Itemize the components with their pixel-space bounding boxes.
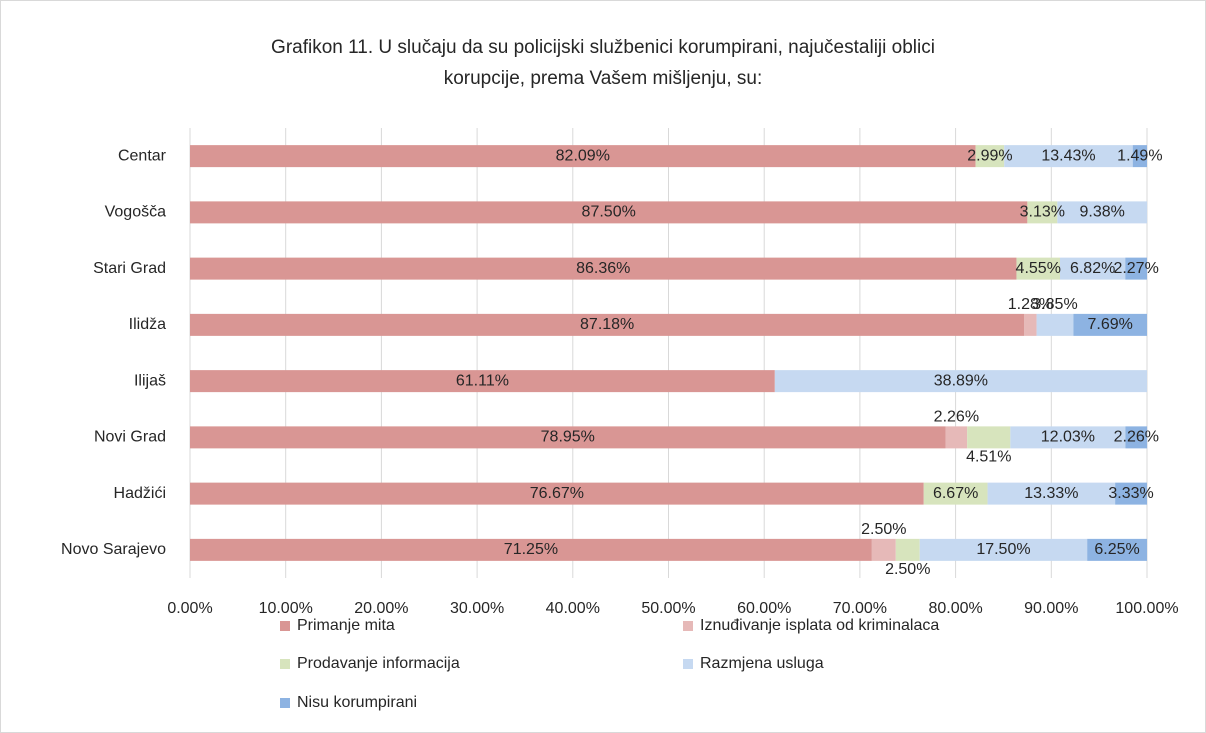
data-label: 4.51% xyxy=(966,449,1011,466)
data-label: 3.33% xyxy=(1108,485,1153,502)
legend-swatch xyxy=(683,659,693,669)
data-label: 2.26% xyxy=(1114,429,1159,446)
x-tick-label: 50.00% xyxy=(641,600,695,617)
bar-segment xyxy=(923,482,988,505)
bar-segment xyxy=(1004,145,1133,168)
data-label: 76.67% xyxy=(530,485,584,502)
bar-segment xyxy=(190,201,1028,224)
y-tick-label: Stari Grad xyxy=(93,260,166,277)
y-tick-label: Novi Grad xyxy=(94,429,166,446)
data-label: 2.50% xyxy=(861,521,906,538)
bar-segment xyxy=(1125,257,1147,280)
data-label: 61.11% xyxy=(456,372,509,389)
data-label: 86.36% xyxy=(576,260,630,277)
bar-segment xyxy=(190,145,976,168)
x-tick-label: 90.00% xyxy=(1024,600,1078,617)
data-label: 6.82% xyxy=(1070,260,1115,277)
legend-swatch xyxy=(280,659,290,669)
data-label: 78.95% xyxy=(541,429,595,446)
data-label: 12.03% xyxy=(1041,429,1095,446)
bar-segment xyxy=(190,257,1017,280)
data-label: 9.38% xyxy=(1080,204,1125,221)
bar-segment xyxy=(1024,313,1037,336)
y-tick-label: Ilijaš xyxy=(134,372,166,389)
bar-segment xyxy=(1132,145,1147,168)
data-label: 6.25% xyxy=(1094,541,1139,558)
x-tick-label: 70.00% xyxy=(833,600,887,617)
data-label: 6.67% xyxy=(933,485,978,502)
data-label: 87.18% xyxy=(580,316,634,333)
bar-segment xyxy=(1010,426,1126,449)
data-label: 17.50% xyxy=(976,541,1030,558)
y-tick-label: Centar xyxy=(118,147,167,164)
bar-segment xyxy=(1125,426,1148,449)
data-label: 7.69% xyxy=(1088,316,1133,333)
bar-segment xyxy=(871,538,896,561)
bar-segment xyxy=(1027,201,1058,224)
data-label: 1.49% xyxy=(1117,147,1162,164)
data-label: 3.13% xyxy=(1020,204,1065,221)
bar-segment xyxy=(945,426,968,449)
x-tick-label: 10.00% xyxy=(259,600,313,617)
data-label: 2.99% xyxy=(967,147,1012,164)
x-tick-label: 80.00% xyxy=(928,600,982,617)
bar-segment xyxy=(1073,313,1147,336)
x-tick-label: 0.00% xyxy=(167,600,212,617)
data-label: 13.43% xyxy=(1041,147,1095,164)
data-label: 2.27% xyxy=(1113,260,1158,277)
bar-segment xyxy=(919,538,1088,561)
bar-segment xyxy=(1087,538,1147,561)
legend-swatch xyxy=(280,621,290,631)
x-tick-label: 30.00% xyxy=(450,600,504,617)
x-tick-label: 40.00% xyxy=(546,600,600,617)
data-label: 2.50% xyxy=(885,561,930,578)
bar-segment xyxy=(774,370,1147,393)
bar-segment xyxy=(190,426,946,449)
data-label: 87.50% xyxy=(582,204,636,221)
data-label: 13.33% xyxy=(1024,485,1078,502)
bar-segment xyxy=(967,426,1011,449)
bar-segment xyxy=(1036,313,1074,336)
bar-segment xyxy=(1060,257,1126,280)
bar-segment xyxy=(190,538,872,561)
legend-label: Prodavanje informacija xyxy=(297,655,460,672)
data-label: 38.89% xyxy=(934,372,988,389)
legend-swatch xyxy=(683,621,693,631)
data-label: 82.09% xyxy=(556,147,610,164)
chart-title: korupcije, prema Vašem mišljenju, su: xyxy=(444,68,763,89)
chart-title: Grafikon 11. U slučaju da su policijski … xyxy=(271,37,935,58)
data-label: 71.25% xyxy=(504,541,558,558)
data-label: 1.28% xyxy=(1008,296,1053,313)
bar-segment xyxy=(1057,201,1148,224)
bar-segment xyxy=(190,482,924,505)
data-label: 3.85% xyxy=(1032,296,1077,313)
bar-segment xyxy=(190,370,775,393)
bar-segment xyxy=(190,313,1025,336)
bar-segment xyxy=(1016,257,1061,280)
y-tick-label: Ilidža xyxy=(129,316,166,333)
legend-label: Razmjena usluga xyxy=(700,655,824,672)
y-tick-label: Hadžići xyxy=(114,485,166,502)
x-tick-label: 60.00% xyxy=(737,600,791,617)
x-tick-label: 20.00% xyxy=(354,600,408,617)
bar-segment xyxy=(987,482,1116,505)
bar-segment xyxy=(895,538,920,561)
y-tick-label: Vogošča xyxy=(105,204,166,221)
legend-label: Iznuđivanje isplata od kriminalaca xyxy=(700,617,939,634)
bar-segment xyxy=(1115,482,1147,505)
legend-swatch xyxy=(280,698,290,708)
x-tick-label: 100.00% xyxy=(1115,600,1178,617)
legend-label: Nisu korumpirani xyxy=(297,694,417,711)
data-label: 4.55% xyxy=(1016,260,1061,277)
legend-label: Primanje mita xyxy=(297,617,395,634)
bar-segment xyxy=(975,145,1005,168)
y-tick-label: Novo Sarajevo xyxy=(61,541,166,558)
data-label: 2.26% xyxy=(934,409,979,426)
